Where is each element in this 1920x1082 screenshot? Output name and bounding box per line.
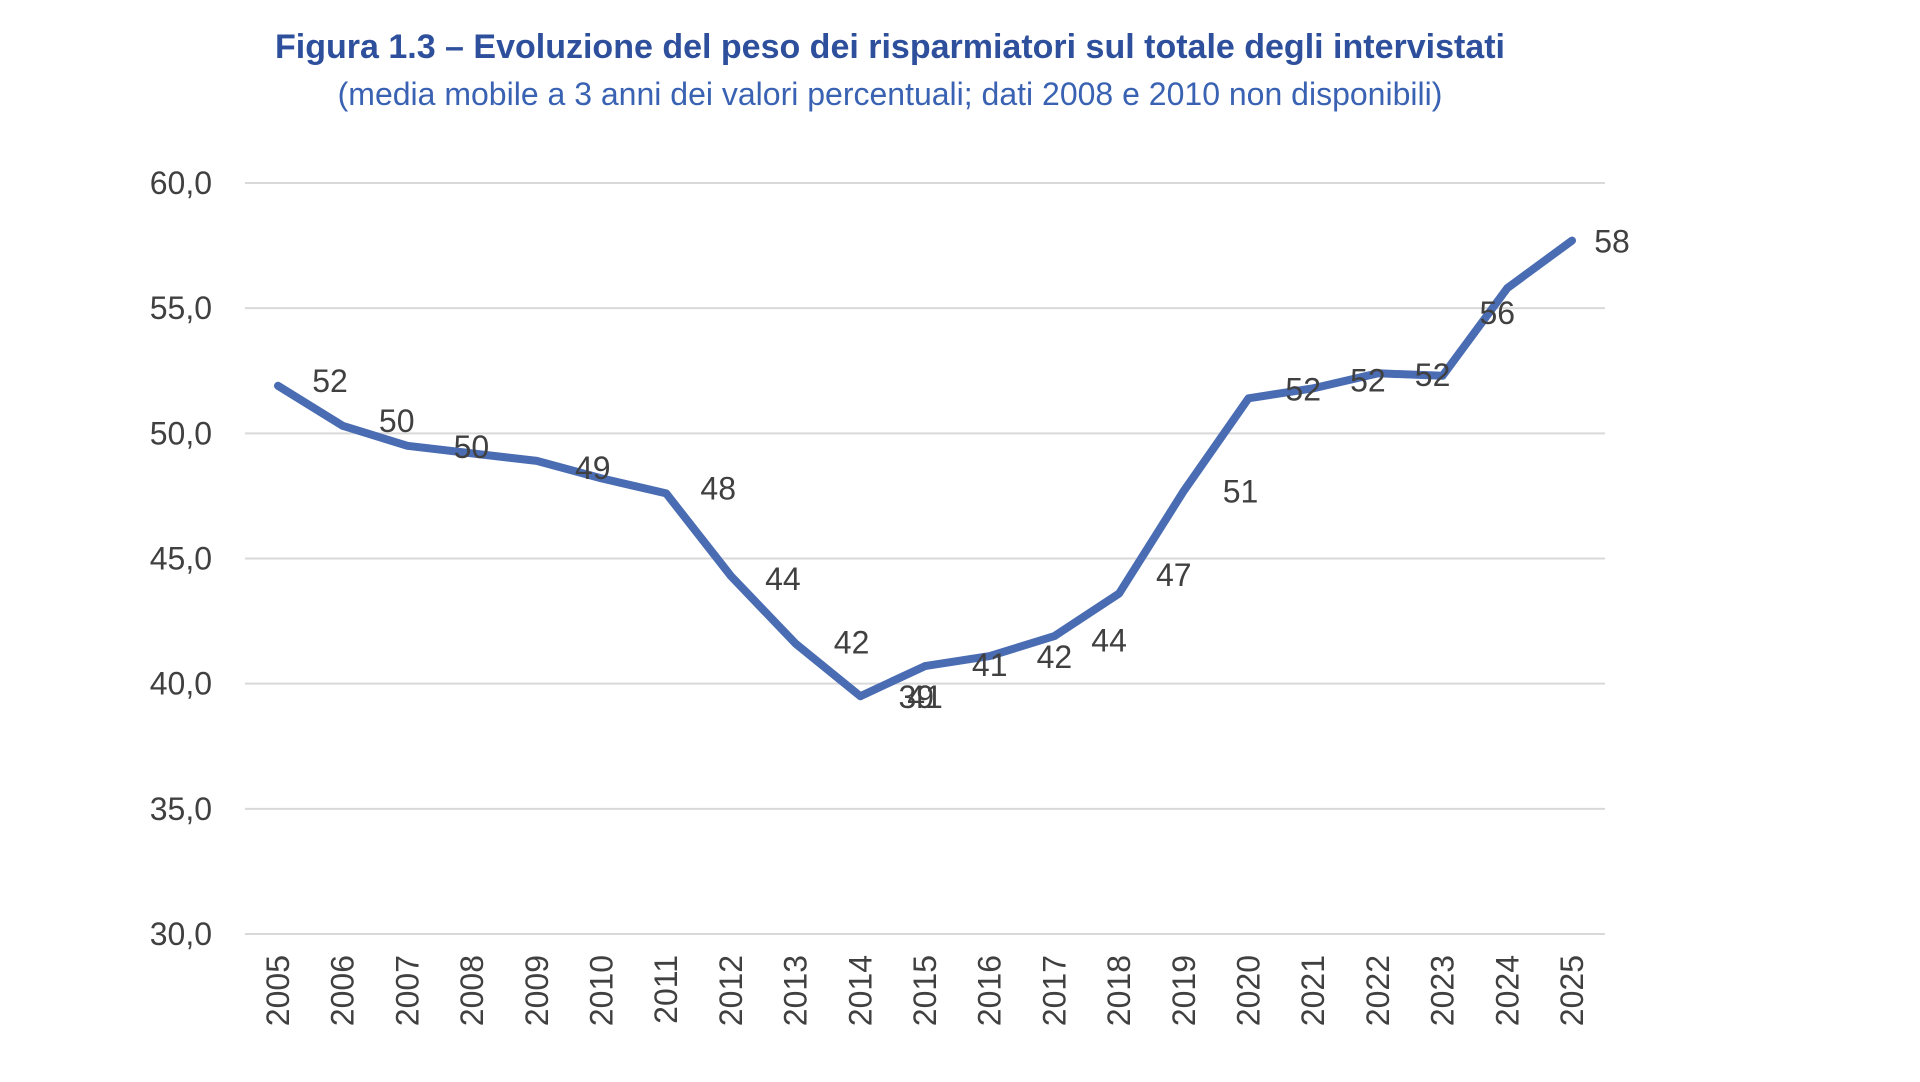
data-label: 52 <box>1350 362 1386 398</box>
data-label: 44 <box>765 561 801 597</box>
x-tick-label: 2007 <box>389 955 425 1026</box>
x-tick-label: 2019 <box>1166 955 1202 1026</box>
data-label: 39 <box>899 679 935 715</box>
data-label: 58 <box>1594 224 1630 260</box>
data-label: 42 <box>1037 639 1073 675</box>
data-label: 41 <box>907 679 943 715</box>
data-label: 44 <box>1091 623 1127 659</box>
y-axis-ticks: 30,0 35,0 40,0 45,0 50,0 55,0 60,0 <box>150 165 212 952</box>
x-tick-label: 2022 <box>1360 955 1396 1026</box>
gridlines <box>245 182 1605 935</box>
data-label: 52 <box>1285 371 1321 407</box>
chart-titles: Figura 1.3 – Evoluzione del peso dei ris… <box>0 22 1780 116</box>
x-tick-label: 2020 <box>1231 955 1267 1026</box>
data-label: 47 <box>1156 557 1192 593</box>
x-tick-label: 2018 <box>1101 955 1137 1026</box>
x-tick-label: 2010 <box>584 955 620 1026</box>
x-tick-label: 2015 <box>907 955 943 1026</box>
x-tick-label: 2011 <box>648 955 684 1024</box>
series-layer <box>274 236 1576 701</box>
x-tick-label: 2025 <box>1554 955 1590 1026</box>
y-tick-label: 35,0 <box>150 791 212 827</box>
series-line <box>274 236 1576 701</box>
x-tick-label: 2014 <box>842 955 878 1026</box>
data-label: 42 <box>834 625 870 661</box>
y-tick-label: 30,0 <box>150 916 212 952</box>
chart-title: Figura 1.3 – Evoluzione del peso dei ris… <box>275 28 1505 66</box>
x-tick-label: 2023 <box>1425 955 1461 1026</box>
y-tick-label: 50,0 <box>150 415 212 451</box>
data-label: 50 <box>454 429 490 465</box>
x-tick-label: 2006 <box>325 955 361 1026</box>
data-label: 51 <box>1223 473 1259 509</box>
y-tick-label: 40,0 <box>150 666 212 702</box>
chart-subtitle: (media mobile a 3 anni dei valori percen… <box>337 76 1443 112</box>
y-tick-label: 60,0 <box>150 165 212 201</box>
x-tick-label: 2024 <box>1489 955 1525 1026</box>
data-label: 56 <box>1480 295 1516 331</box>
x-tick-label: 2017 <box>1036 955 1072 1026</box>
x-tick-label: 2008 <box>454 955 490 1026</box>
x-tick-label: 2016 <box>972 955 1008 1026</box>
y-tick-label: 55,0 <box>150 290 212 326</box>
y-tick-label: 45,0 <box>150 541 212 577</box>
data-label: 50 <box>379 403 415 439</box>
data-label: 41 <box>972 647 1008 683</box>
x-tick-label: 2021 <box>1295 955 1331 1026</box>
x-tick-label: 2012 <box>713 955 749 1026</box>
data-label: 49 <box>575 450 611 486</box>
data-label: 48 <box>700 470 736 506</box>
x-axis-ticks: 2005 2006 2007 2008 2009 2010 2011 2012 2013 2014… <box>260 955 1590 1026</box>
x-tick-label: 2005 <box>260 955 296 1026</box>
x-tick-label: 2013 <box>778 955 814 1026</box>
data-label: 52 <box>312 363 348 399</box>
x-tick-label: 2009 <box>519 955 555 1026</box>
data-label: 52 <box>1415 357 1451 393</box>
